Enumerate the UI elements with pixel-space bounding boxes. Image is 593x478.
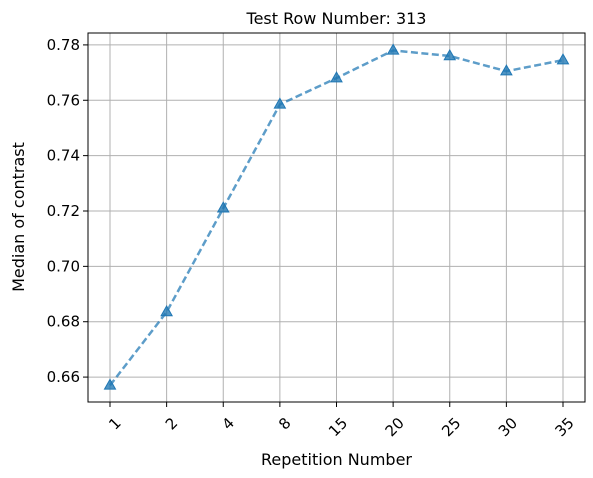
y-tick-label: 0.70 (47, 257, 80, 275)
data-point (386, 43, 400, 55)
data-point (330, 71, 343, 83)
data-point (443, 48, 457, 61)
y-tick-label: 0.74 (47, 147, 80, 165)
y-tick-label: 0.68 (47, 313, 80, 331)
y-tick-label: 0.72 (47, 202, 80, 220)
grid (88, 33, 585, 402)
data-point (556, 53, 570, 65)
series-layer (103, 43, 570, 390)
y-tick-label: 0.66 (47, 368, 80, 386)
data-point (500, 64, 513, 76)
y-tick-label: 0.78 (47, 36, 80, 54)
data-point (273, 97, 287, 109)
data-point (216, 201, 230, 213)
data-point (103, 378, 117, 390)
chart-title: Test Row Number: 313 (246, 9, 427, 28)
data-point (160, 305, 174, 317)
y-axis-label: Median of contrast (9, 142, 28, 292)
y-tick-label: 0.76 (47, 91, 80, 109)
x-axis-label: Repetition Number (261, 450, 412, 469)
